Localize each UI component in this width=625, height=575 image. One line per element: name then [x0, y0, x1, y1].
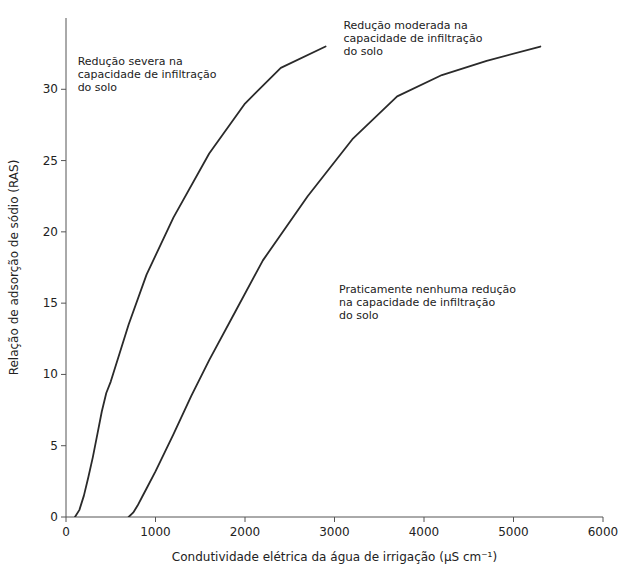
- x-axis-label: Condutividade elétrica da água de irriga…: [172, 550, 497, 564]
- y-tick-label: 30: [43, 82, 58, 96]
- y-tick: [61, 517, 66, 518]
- y-tick: [61, 445, 66, 446]
- y-tick-label: 0: [50, 510, 58, 524]
- x-tick-label: 5000: [498, 525, 529, 539]
- annotation: Redução severa nacapacidade de infiltraç…: [78, 55, 217, 94]
- x-tick: [66, 517, 67, 522]
- annotation-line: capacidade de infiltração: [78, 68, 217, 81]
- y-tick-label: 10: [43, 367, 58, 381]
- annotation-line: Redução severa na: [78, 55, 183, 68]
- annotation-line: do solo: [78, 81, 118, 94]
- annotation-line: Praticamente nenhuma redução: [339, 283, 516, 296]
- y-tick-label: 20: [43, 225, 58, 239]
- x-tick-label: 6000: [588, 525, 619, 539]
- annotation-line: do solo: [343, 45, 383, 58]
- y-axis-line: [66, 18, 67, 517]
- annotations: Redução severa nacapacidade de infiltraç…: [78, 19, 517, 322]
- x-tick: [334, 517, 335, 522]
- x-tick-label: 2000: [230, 525, 261, 539]
- x-tick-label: 1000: [140, 525, 171, 539]
- x-tick: [155, 517, 156, 522]
- curve: [75, 47, 326, 517]
- x-tick-label: 0: [62, 525, 70, 539]
- curve: [129, 47, 541, 517]
- y-tick: [61, 160, 66, 161]
- x-tick: [245, 517, 246, 522]
- x-tick: [424, 517, 425, 522]
- y-tick: [61, 303, 66, 304]
- x-tick: [513, 517, 514, 522]
- y-tick-label: 15: [43, 296, 58, 310]
- y-tick: [61, 374, 66, 375]
- annotation: Redução moderada nacapacidade de infiltr…: [343, 19, 482, 58]
- y-axis-label: Relação de adsorção de sódio (RAS): [7, 160, 21, 376]
- y-tick-label: 25: [43, 154, 58, 168]
- lines: [75, 47, 540, 517]
- y-tick-label: 5: [50, 439, 58, 453]
- y-tick: [61, 89, 66, 90]
- annotation-line: Redução moderada na: [343, 19, 467, 32]
- x-tick-label: 3000: [319, 525, 350, 539]
- chart: 0 1000 2000 3000 4000 5000 6000 0 5 10 15 20 25 30 Con…: [0, 0, 625, 575]
- axes: 0 1000 2000 3000 4000 5000 6000 0 5 10 15 20 25 30: [43, 18, 619, 539]
- annotation-line: na capacidade de infiltração: [339, 296, 495, 309]
- annotation-line: do solo: [339, 309, 379, 322]
- annotation: Praticamente nenhuma reduçãona capacidad…: [339, 283, 516, 322]
- annotation-line: capacidade de infiltração: [343, 32, 482, 45]
- x-tick-label: 4000: [409, 525, 440, 539]
- x-tick: [603, 517, 604, 522]
- y-tick: [61, 231, 66, 232]
